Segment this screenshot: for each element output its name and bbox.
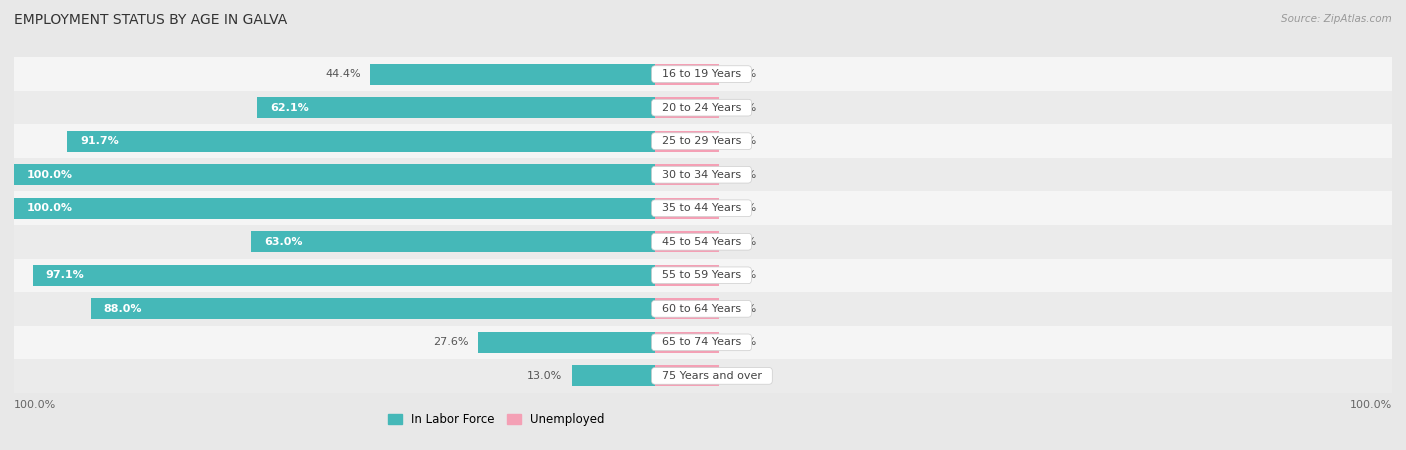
Text: 97.1%: 97.1% — [45, 270, 84, 280]
Bar — [655, 298, 718, 319]
Text: 65 to 74 Years: 65 to 74 Years — [655, 338, 748, 347]
Bar — [14, 158, 1392, 191]
Legend: In Labor Force, Unemployed: In Labor Force, Unemployed — [382, 409, 610, 431]
Text: 100.0%: 100.0% — [27, 170, 73, 180]
Text: 16 to 19 Years: 16 to 19 Years — [655, 69, 748, 79]
Bar — [655, 332, 718, 353]
Text: 88.0%: 88.0% — [104, 304, 142, 314]
Text: 0.0%: 0.0% — [728, 237, 756, 247]
Text: 44.4%: 44.4% — [325, 69, 361, 79]
Text: EMPLOYMENT STATUS BY AGE IN GALVA: EMPLOYMENT STATUS BY AGE IN GALVA — [14, 14, 287, 27]
Bar — [91, 298, 655, 319]
Text: 0.0%: 0.0% — [728, 170, 756, 180]
Text: 20 to 24 Years: 20 to 24 Years — [655, 103, 748, 112]
Bar — [14, 164, 655, 185]
Bar — [655, 365, 718, 386]
Bar — [14, 259, 1392, 292]
Bar — [370, 64, 655, 85]
Text: 0.0%: 0.0% — [728, 69, 756, 79]
Text: 75 Years and over: 75 Years and over — [655, 371, 769, 381]
Bar — [14, 225, 1392, 259]
Bar — [14, 57, 1392, 91]
Text: 35 to 44 Years: 35 to 44 Years — [655, 203, 748, 213]
Bar — [14, 198, 655, 219]
Bar — [478, 332, 655, 353]
Text: 0.0%: 0.0% — [728, 270, 756, 280]
Bar — [257, 97, 655, 118]
Text: 0.0%: 0.0% — [728, 136, 756, 146]
Bar — [14, 292, 1392, 326]
Text: 30 to 34 Years: 30 to 34 Years — [655, 170, 748, 180]
Bar — [572, 365, 655, 386]
Bar — [14, 124, 1392, 158]
Text: 0.0%: 0.0% — [728, 103, 756, 112]
Bar — [655, 198, 718, 219]
Bar — [655, 231, 718, 252]
Bar — [14, 91, 1392, 124]
Bar — [14, 326, 1392, 359]
Text: 0.0%: 0.0% — [728, 304, 756, 314]
Text: 63.0%: 63.0% — [264, 237, 302, 247]
Bar — [32, 265, 655, 286]
Text: 0.0%: 0.0% — [728, 338, 756, 347]
Text: 27.6%: 27.6% — [433, 338, 468, 347]
Bar — [655, 164, 718, 185]
Bar — [655, 97, 718, 118]
Text: 0.0%: 0.0% — [728, 203, 756, 213]
Text: 55 to 59 Years: 55 to 59 Years — [655, 270, 748, 280]
Bar — [655, 131, 718, 152]
Text: 100.0%: 100.0% — [14, 400, 56, 410]
Bar — [14, 359, 1392, 393]
Text: 100.0%: 100.0% — [27, 203, 73, 213]
Text: 100.0%: 100.0% — [1350, 400, 1392, 410]
Text: 13.0%: 13.0% — [527, 371, 562, 381]
Text: 91.7%: 91.7% — [80, 136, 120, 146]
Text: 60 to 64 Years: 60 to 64 Years — [655, 304, 748, 314]
Text: 0.0%: 0.0% — [728, 371, 756, 381]
Text: 25 to 29 Years: 25 to 29 Years — [655, 136, 748, 146]
Bar — [655, 64, 718, 85]
Text: 62.1%: 62.1% — [270, 103, 308, 112]
Bar — [67, 131, 655, 152]
Bar — [14, 191, 1392, 225]
Text: 45 to 54 Years: 45 to 54 Years — [655, 237, 748, 247]
Bar — [655, 265, 718, 286]
Bar — [252, 231, 655, 252]
Text: Source: ZipAtlas.com: Source: ZipAtlas.com — [1281, 14, 1392, 23]
